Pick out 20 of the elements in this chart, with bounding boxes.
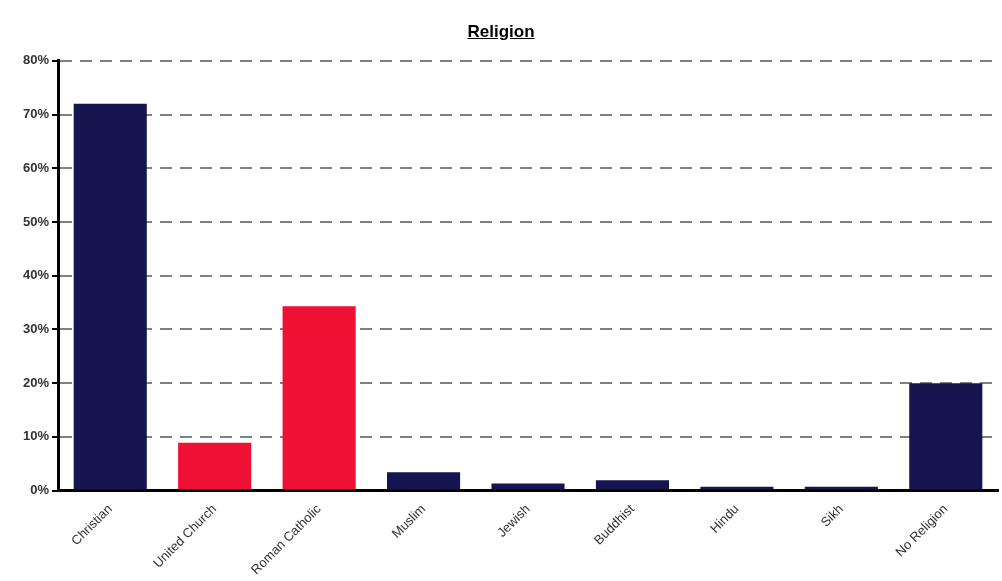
bar bbox=[73, 103, 147, 490]
bar bbox=[700, 486, 774, 490]
y-tick-label: 40% bbox=[22, 267, 50, 283]
bar bbox=[387, 472, 461, 490]
y-tick-label: 80% bbox=[22, 52, 50, 68]
y-tick-label: 60% bbox=[22, 159, 50, 175]
chart-title: Religion bbox=[466, 22, 536, 42]
bar bbox=[804, 486, 878, 490]
x-tick-label: Sikh bbox=[817, 501, 846, 530]
bar bbox=[178, 442, 252, 490]
bar bbox=[491, 483, 565, 490]
bar bbox=[595, 480, 670, 490]
y-tick-label: 10% bbox=[22, 428, 50, 444]
y-tick-label: 70% bbox=[22, 106, 50, 122]
y-tick-label: 20% bbox=[22, 374, 50, 390]
y-tick-label: 50% bbox=[22, 213, 50, 229]
bar bbox=[909, 383, 983, 490]
y-tick-label: 0% bbox=[30, 482, 50, 498]
bar bbox=[282, 306, 356, 490]
y-tick-label: 30% bbox=[22, 320, 50, 336]
